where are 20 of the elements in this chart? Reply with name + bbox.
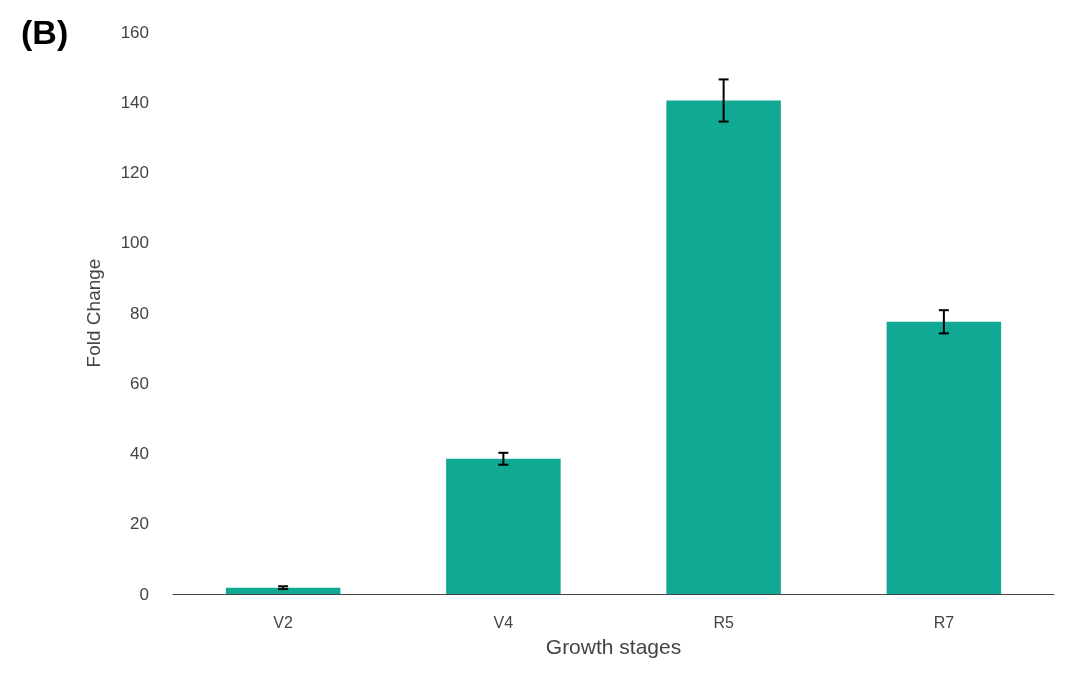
y-tick-label: 80	[130, 303, 149, 323]
x-tick-label: V4	[493, 613, 514, 631]
y-tick-label: 20	[130, 514, 149, 534]
x-tick-label: R7	[933, 613, 955, 631]
bar	[666, 100, 781, 594]
y-tick-label: 60	[130, 373, 149, 393]
y-tick-label: 40	[130, 444, 149, 463]
y-tick-label: 140	[120, 92, 149, 112]
y-tick-label: 0	[139, 584, 149, 604]
x-axis-title: Growth stages	[545, 635, 682, 658]
y-axis-title: Fold Change	[83, 258, 104, 368]
x-tick-label: V2	[273, 613, 294, 631]
y-tick-label: 160	[120, 22, 149, 42]
bar	[446, 458, 561, 594]
y-tick-label: 120	[120, 163, 149, 182]
chart-title: (B)	[21, 13, 69, 51]
bar	[225, 587, 341, 594]
y-tick-label: 100	[120, 233, 149, 253]
x-tick-label: R5	[713, 613, 734, 631]
bar	[886, 321, 1002, 594]
